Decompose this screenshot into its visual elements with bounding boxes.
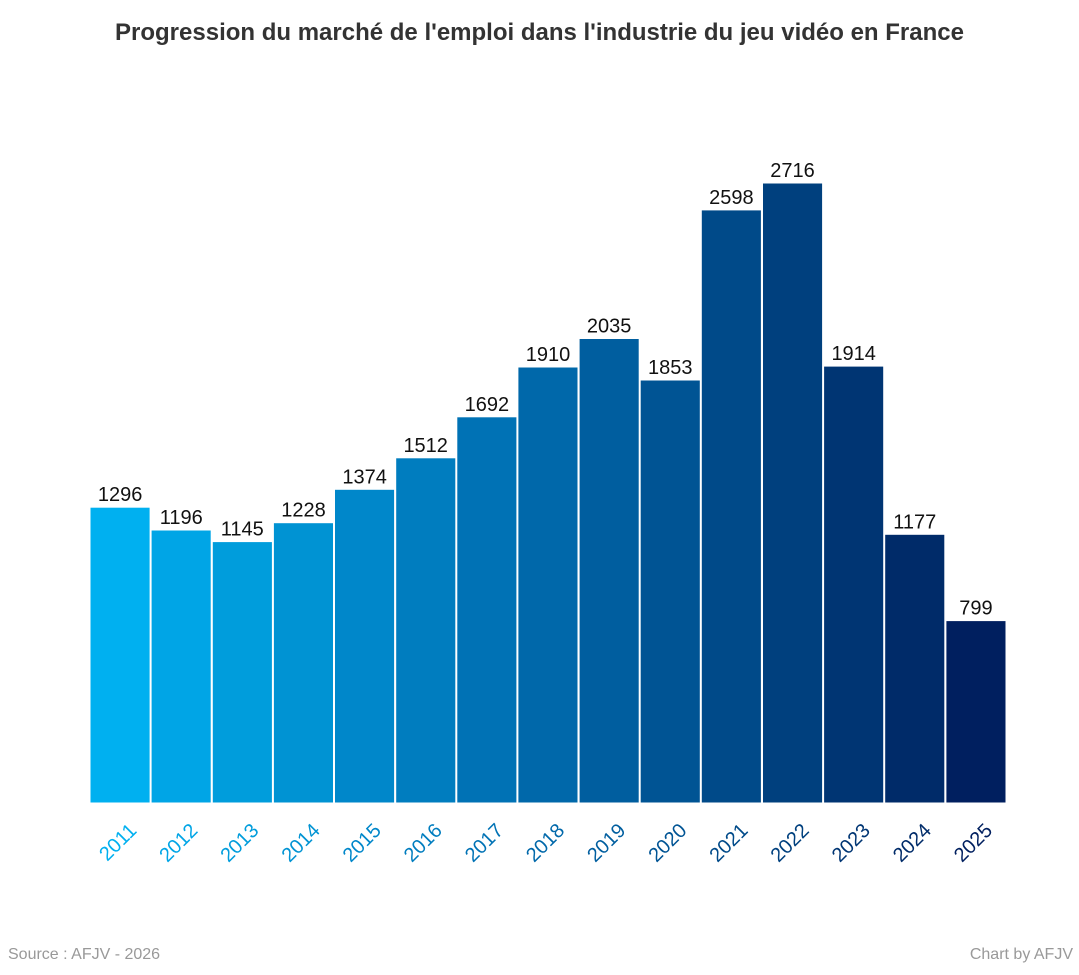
source-note: Source : AFJV - 2026 <box>8 946 161 963</box>
bar-2025[interactable] <box>945 620 1007 804</box>
bar-2014[interactable] <box>272 522 334 804</box>
x-tick-2013: 2013 <box>216 820 263 867</box>
data-label-2012: 1196 <box>160 507 203 529</box>
chart-title: Progression du marché de l'emploi dans l… <box>115 19 964 46</box>
data-label-2020: 1853 <box>648 357 693 379</box>
data-label-2025: 799 <box>959 598 992 620</box>
data-label-2013: 1145 <box>221 519 264 541</box>
x-tick-2016: 2016 <box>400 820 447 867</box>
bar-2021[interactable] <box>700 209 762 804</box>
x-tick-2011: 2011 <box>95 820 141 866</box>
data-labels-group: 1296 1196 1145 1228 1374 1512 1692 1910 2035 1853… <box>98 160 993 620</box>
bar-2023[interactable] <box>823 365 885 804</box>
bar-2018[interactable] <box>517 366 579 804</box>
bar-2022[interactable] <box>762 182 824 804</box>
x-tick-2017: 2017 <box>461 820 508 867</box>
x-tick-2019: 2019 <box>583 820 630 867</box>
data-label-2019: 2035 <box>587 316 632 338</box>
bar-2024[interactable] <box>884 533 946 804</box>
bar-2015[interactable] <box>334 488 396 804</box>
x-tick-2025: 2025 <box>950 820 997 867</box>
x-tick-2022: 2022 <box>767 820 814 867</box>
x-tick-2023: 2023 <box>828 820 875 867</box>
x-tick-2014: 2014 <box>278 820 325 867</box>
bar-2020[interactable] <box>639 379 701 804</box>
x-tick-2015: 2015 <box>339 820 386 867</box>
bar-2019[interactable] <box>578 338 640 804</box>
x-tick-2020: 2020 <box>644 820 691 867</box>
bar-2017[interactable] <box>456 416 518 804</box>
data-label-2015: 1374 <box>342 466 387 488</box>
chart-credit: Chart by AFJV <box>969 946 1073 963</box>
bar-2016[interactable] <box>395 457 457 804</box>
data-label-2011: 1296 <box>98 484 143 506</box>
bar-2012[interactable] <box>150 529 212 804</box>
x-tick-2024: 2024 <box>889 820 936 867</box>
x-tick-2012: 2012 <box>155 820 202 867</box>
data-label-2023: 1914 <box>831 343 876 365</box>
bar-2013[interactable] <box>211 541 273 804</box>
bar-2011[interactable] <box>89 506 151 804</box>
x-axis-tick-labels: 2011 2012 2013 2014 2015 2016 2017 2018 2019 2020… <box>95 820 997 867</box>
data-label-2018: 1910 <box>526 344 571 366</box>
data-label-2014: 1228 <box>281 500 326 522</box>
data-label-2022: 2716 <box>770 160 815 182</box>
data-label-2021: 2598 <box>709 187 754 209</box>
data-label-2024: 1177 <box>893 511 936 533</box>
data-label-2016: 1512 <box>403 435 448 457</box>
x-tick-2021: 2021 <box>706 820 753 867</box>
bars-group <box>89 182 1007 804</box>
data-label-2017: 1692 <box>465 394 510 416</box>
x-tick-2018: 2018 <box>522 820 569 867</box>
